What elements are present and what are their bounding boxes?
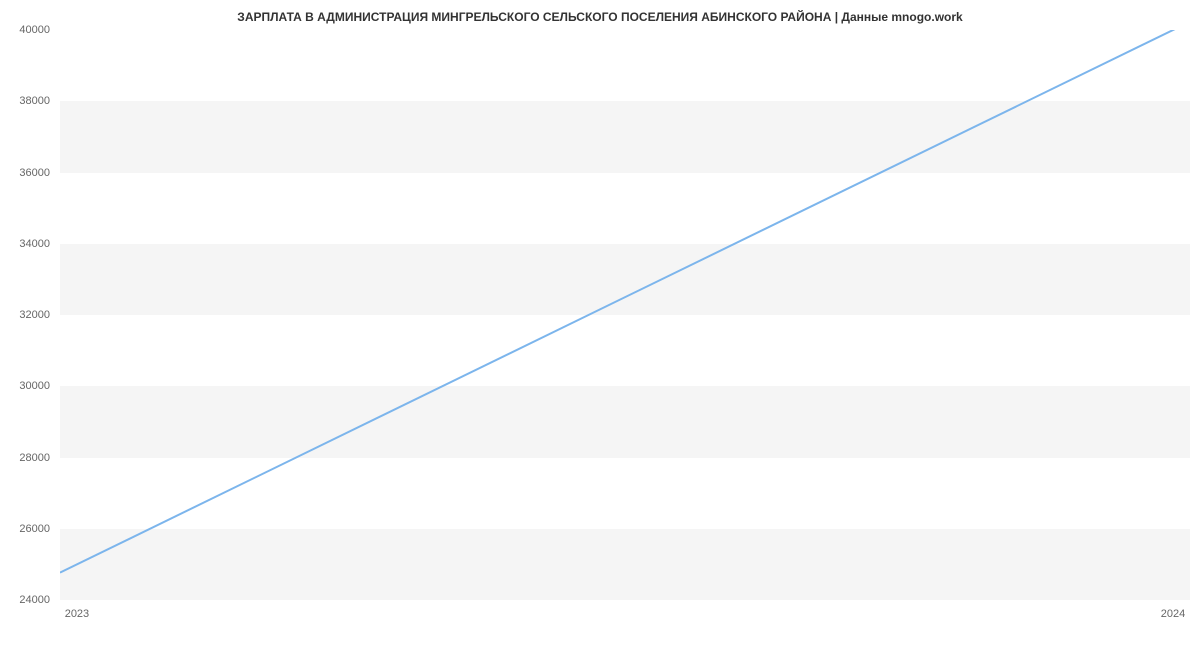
y-tick-label: 28000 xyxy=(0,452,50,464)
chart-title: ЗАРПЛАТА В АДМИНИСТРАЦИЯ МИНГРЕЛЬСКОГО С… xyxy=(0,10,1200,24)
y-tick-label: 40000 xyxy=(0,24,50,36)
y-tick-label: 32000 xyxy=(0,309,50,321)
x-tick-label: 2024 xyxy=(1161,608,1185,620)
x-tick-label: 2023 xyxy=(65,608,89,620)
y-tick-label: 26000 xyxy=(0,523,50,535)
y-tick-label: 38000 xyxy=(0,95,50,107)
y-tick-label: 34000 xyxy=(0,238,50,250)
y-tick-label: 36000 xyxy=(0,167,50,179)
y-tick-label: 30000 xyxy=(0,380,50,392)
y-tick-label: 24000 xyxy=(0,594,50,606)
line-layer xyxy=(60,30,1190,600)
series-line xyxy=(60,30,1190,573)
chart-area: 2400026000280003000032000340003600038000… xyxy=(60,30,1190,600)
